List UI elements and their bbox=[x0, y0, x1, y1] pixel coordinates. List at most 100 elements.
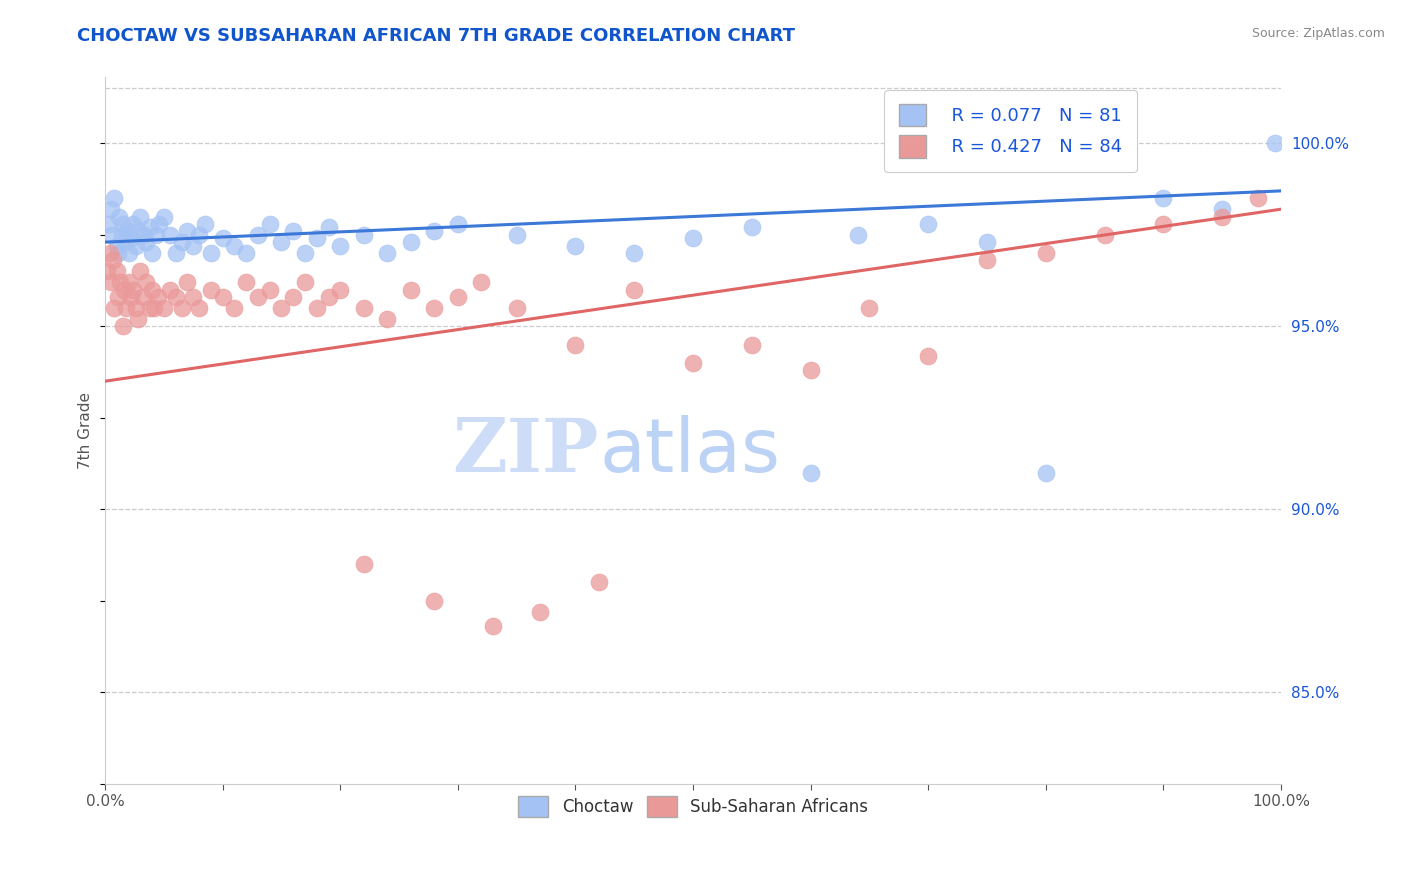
Point bbox=[623, 246, 645, 260]
Point bbox=[181, 239, 204, 253]
Point bbox=[270, 301, 292, 315]
Point bbox=[529, 605, 551, 619]
Point bbox=[153, 301, 176, 315]
Point bbox=[259, 283, 281, 297]
Point bbox=[283, 224, 305, 238]
Point bbox=[447, 290, 470, 304]
Point bbox=[127, 312, 149, 326]
Point bbox=[682, 356, 704, 370]
Point bbox=[98, 246, 121, 260]
Point bbox=[1153, 191, 1175, 205]
Point bbox=[120, 290, 142, 304]
Point bbox=[623, 283, 645, 297]
Point bbox=[181, 290, 204, 304]
Point bbox=[305, 231, 328, 245]
Point bbox=[124, 301, 146, 315]
Point bbox=[1035, 246, 1057, 260]
Point bbox=[564, 239, 586, 253]
Point bbox=[117, 276, 139, 290]
Point bbox=[318, 290, 340, 304]
Point bbox=[97, 217, 120, 231]
Point bbox=[235, 246, 257, 260]
Point bbox=[100, 202, 122, 217]
Point bbox=[423, 224, 446, 238]
Legend: Choctaw, Sub-Saharan Africans: Choctaw, Sub-Saharan Africans bbox=[510, 788, 876, 825]
Point bbox=[846, 227, 869, 242]
Point bbox=[447, 217, 470, 231]
Point bbox=[115, 301, 138, 315]
Point bbox=[112, 283, 135, 297]
Point bbox=[976, 235, 998, 249]
Point bbox=[588, 575, 610, 590]
Point bbox=[129, 210, 152, 224]
Point bbox=[1153, 217, 1175, 231]
Point bbox=[148, 217, 170, 231]
Point bbox=[270, 235, 292, 249]
Point bbox=[122, 217, 145, 231]
Point bbox=[111, 319, 134, 334]
Point bbox=[1246, 191, 1268, 205]
Point bbox=[800, 466, 823, 480]
Point bbox=[165, 246, 187, 260]
Point bbox=[1264, 136, 1286, 151]
Point bbox=[100, 276, 122, 290]
Point bbox=[294, 246, 316, 260]
Point bbox=[246, 227, 269, 242]
Point bbox=[103, 301, 125, 315]
Point bbox=[111, 217, 134, 231]
Point bbox=[103, 191, 125, 205]
Point bbox=[129, 264, 152, 278]
Point bbox=[259, 217, 281, 231]
Point bbox=[423, 301, 446, 315]
Point bbox=[353, 227, 375, 242]
Point bbox=[318, 220, 340, 235]
Point bbox=[107, 290, 129, 304]
Point bbox=[139, 301, 162, 315]
Point bbox=[470, 276, 492, 290]
Point bbox=[114, 235, 136, 249]
Point bbox=[105, 239, 128, 253]
Point bbox=[122, 283, 145, 297]
Point bbox=[1211, 202, 1233, 217]
Point bbox=[200, 246, 222, 260]
Point bbox=[159, 283, 181, 297]
Point bbox=[146, 290, 169, 304]
Point bbox=[246, 290, 269, 304]
Text: atlas: atlas bbox=[599, 416, 780, 488]
Point bbox=[139, 220, 162, 235]
Point bbox=[375, 312, 398, 326]
Text: CHOCTAW VS SUBSAHARAN AFRICAN 7TH GRADE CORRELATION CHART: CHOCTAW VS SUBSAHARAN AFRICAN 7TH GRADE … bbox=[77, 27, 796, 45]
Point bbox=[1094, 227, 1116, 242]
Point bbox=[329, 239, 352, 253]
Point bbox=[143, 301, 166, 315]
Point bbox=[132, 227, 155, 242]
Point bbox=[127, 224, 149, 238]
Point bbox=[224, 301, 246, 315]
Point bbox=[917, 217, 939, 231]
Point bbox=[353, 557, 375, 571]
Point bbox=[375, 246, 398, 260]
Point bbox=[211, 231, 233, 245]
Point bbox=[800, 363, 823, 377]
Text: ZIP: ZIP bbox=[453, 416, 599, 488]
Point bbox=[96, 264, 118, 278]
Point bbox=[682, 231, 704, 245]
Point bbox=[153, 210, 176, 224]
Point bbox=[976, 253, 998, 268]
Point bbox=[741, 220, 763, 235]
Point bbox=[329, 283, 352, 297]
Point bbox=[399, 283, 422, 297]
Point bbox=[283, 290, 305, 304]
Point bbox=[120, 231, 142, 245]
Point bbox=[105, 264, 128, 278]
Point bbox=[505, 227, 527, 242]
Point bbox=[505, 301, 527, 315]
Point bbox=[117, 224, 139, 238]
Point bbox=[135, 235, 157, 249]
Point bbox=[110, 276, 132, 290]
Point bbox=[294, 276, 316, 290]
Point bbox=[353, 301, 375, 315]
Point bbox=[141, 246, 163, 260]
Point bbox=[741, 337, 763, 351]
Point bbox=[103, 253, 125, 268]
